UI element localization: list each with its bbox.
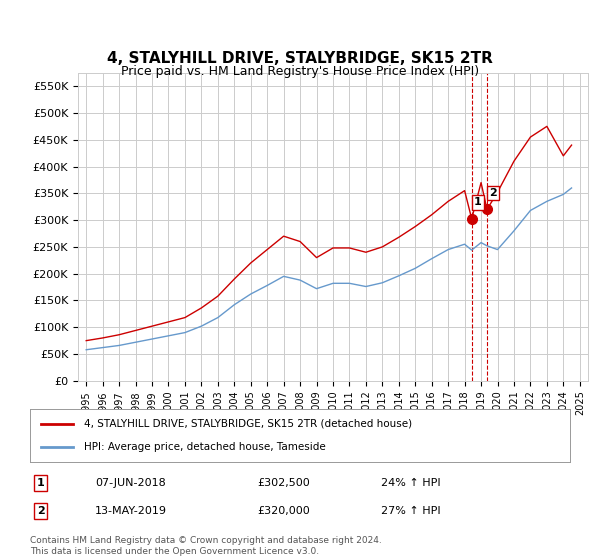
- Text: 2: 2: [37, 506, 44, 516]
- Text: Price paid vs. HM Land Registry's House Price Index (HPI): Price paid vs. HM Land Registry's House …: [121, 65, 479, 78]
- Text: 24% ↑ HPI: 24% ↑ HPI: [381, 478, 440, 488]
- Text: 2: 2: [490, 188, 497, 198]
- Text: Contains HM Land Registry data © Crown copyright and database right 2024.
This d: Contains HM Land Registry data © Crown c…: [30, 536, 382, 556]
- Text: £320,000: £320,000: [257, 506, 310, 516]
- Text: 27% ↑ HPI: 27% ↑ HPI: [381, 506, 440, 516]
- Text: 07-JUN-2018: 07-JUN-2018: [95, 478, 166, 488]
- Text: 4, STALYHILL DRIVE, STALYBRIDGE, SK15 2TR (detached house): 4, STALYHILL DRIVE, STALYBRIDGE, SK15 2T…: [84, 419, 412, 429]
- Text: 1: 1: [37, 478, 44, 488]
- Text: HPI: Average price, detached house, Tameside: HPI: Average price, detached house, Tame…: [84, 442, 326, 452]
- Text: 4, STALYHILL DRIVE, STALYBRIDGE, SK15 2TR: 4, STALYHILL DRIVE, STALYBRIDGE, SK15 2T…: [107, 52, 493, 66]
- Text: 13-MAY-2019: 13-MAY-2019: [95, 506, 167, 516]
- Text: 1: 1: [474, 197, 482, 207]
- Text: £302,500: £302,500: [257, 478, 310, 488]
